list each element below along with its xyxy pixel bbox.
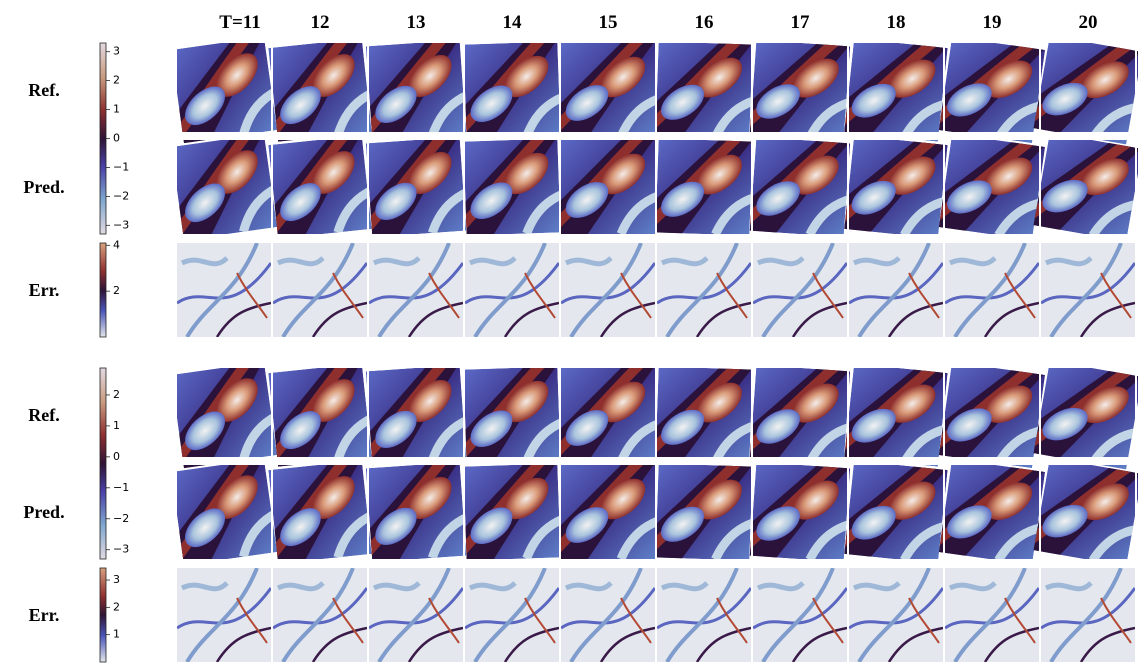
field-panel: [551, 455, 661, 569]
row-label: Pred.: [23, 177, 64, 197]
field-panel: [355, 126, 473, 247]
row-label: Pred.: [23, 502, 64, 522]
error-panel: [465, 243, 559, 337]
colorbar-tick-label: −1: [113, 481, 129, 494]
colorbar-tick-label: −2: [113, 189, 129, 202]
field-panel: [833, 124, 954, 249]
gutter: [169, 338, 1138, 367]
colorbar-tick-label: 1: [113, 419, 120, 432]
error-panel: [465, 568, 559, 662]
field-panel: [645, 128, 759, 246]
field-panel: [645, 453, 759, 571]
error-panel: [657, 568, 751, 662]
colorbar-tick-label: 2: [113, 388, 120, 401]
colorbar-tick-label: 2: [113, 600, 120, 613]
colorbar-tick-label: 1: [113, 103, 120, 116]
error-panel: [273, 568, 367, 662]
column-header: 17: [791, 12, 811, 33]
field-panel: [257, 450, 378, 575]
error-panel: [945, 243, 1039, 337]
error-panel: [369, 243, 463, 337]
gutter: [171, 457, 1138, 465]
gutter: [171, 35, 1138, 43]
gutter: [171, 132, 1138, 140]
colorbar-tick-label: 2: [113, 284, 120, 297]
error-panel: [273, 243, 367, 337]
colorbar: [99, 42, 107, 235]
field-panel: [739, 451, 857, 572]
column-header: 19: [983, 12, 1002, 33]
colorbar-tick-label: 0: [113, 450, 120, 463]
field-panel: [257, 125, 378, 250]
row-label: Err.: [29, 280, 60, 300]
field-panel: [645, 31, 759, 149]
row-label: Ref.: [28, 80, 59, 100]
error-panel: [561, 568, 655, 662]
field-panel: [453, 31, 567, 149]
field-panel: [551, 33, 661, 147]
field-panel: [833, 449, 954, 574]
colorbar: [99, 242, 107, 338]
column-header: 18: [887, 12, 906, 33]
field-panel: [928, 123, 1053, 251]
colorbar-tick-label: −3: [113, 218, 129, 231]
column-header: 20: [1079, 12, 1098, 33]
row-label: Err.: [29, 605, 60, 625]
field-panel: [160, 123, 285, 251]
colorbar-tick-label: 1: [113, 628, 120, 641]
colorbar-tick-label: −3: [113, 543, 129, 556]
column-header: 12: [311, 12, 330, 33]
colorbar-tick-label: −2: [113, 512, 129, 525]
colorbar: [99, 367, 107, 560]
error-panel: [369, 568, 463, 662]
colorbar-tick-label: 4: [113, 238, 120, 251]
error-panel: [1041, 243, 1135, 337]
field-panel: [453, 128, 567, 246]
row-label: Ref.: [28, 405, 59, 425]
column-header: 13: [407, 12, 426, 33]
colorbar: [99, 567, 107, 663]
colorbar-tick-label: 3: [113, 573, 120, 586]
column-header: 14: [503, 12, 523, 33]
column-header: T=11: [219, 12, 260, 33]
field-panel: [739, 126, 857, 247]
error-panel: [657, 243, 751, 337]
field-panel: [355, 451, 473, 572]
field-panel: [551, 130, 661, 244]
error-panel: [849, 568, 943, 662]
error-panel: [753, 568, 847, 662]
colorbar-tick-label: 3: [113, 45, 120, 58]
field-panel: [160, 448, 285, 576]
gutter: [171, 235, 1138, 243]
column-header: 16: [695, 12, 714, 33]
field-panel: [551, 358, 661, 472]
error-panel: [753, 243, 847, 337]
error-panel: [561, 243, 655, 337]
colorbar-tick-label: 0: [113, 132, 120, 145]
field-panel: [453, 453, 567, 571]
error-panel: [177, 568, 271, 662]
error-panel: [849, 243, 943, 337]
error-panel: [945, 568, 1039, 662]
error-panel: [1041, 568, 1135, 662]
colorbar-tick-label: 2: [113, 74, 120, 87]
error-panel: [177, 243, 271, 337]
column-header: 15: [599, 12, 618, 33]
field-panel: [928, 448, 1053, 576]
field-panel: [645, 356, 759, 474]
gutter: [171, 560, 1138, 568]
field-panel: [453, 356, 567, 474]
colorbar-tick-label: −1: [113, 160, 129, 173]
